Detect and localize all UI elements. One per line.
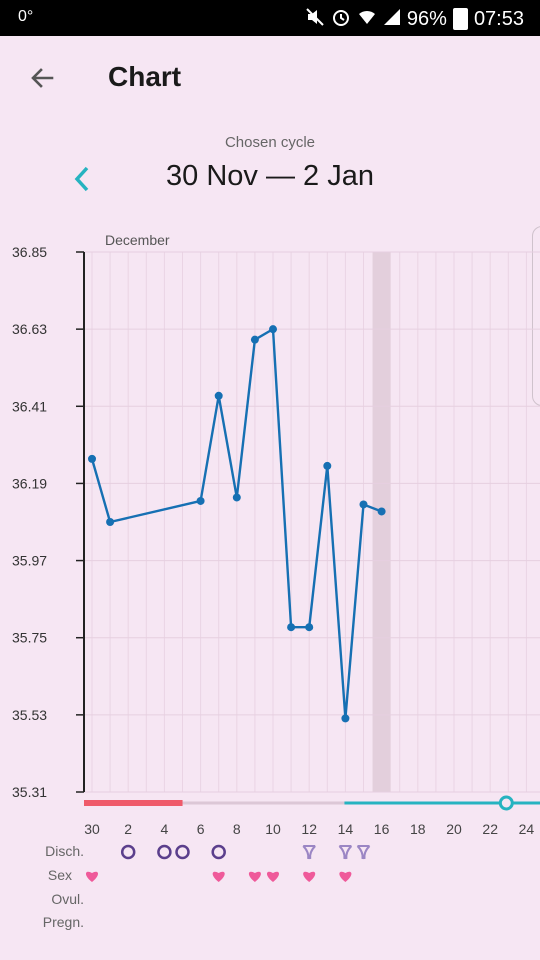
- y-tick-label: 35.53: [12, 707, 47, 723]
- discharge-icon: [211, 844, 226, 860]
- chevron-left-icon[interactable]: [66, 160, 98, 198]
- y-tick-label: 35.31: [12, 784, 47, 800]
- highlight-column: [372, 252, 391, 792]
- battery-icon: [452, 8, 468, 30]
- temperature-point: [196, 496, 205, 505]
- heart-icon: [248, 871, 261, 882]
- heart-icon: [85, 871, 99, 882]
- cycle-label: Chosen cycle: [224, 134, 316, 151]
- ovulation-row-label: Ovul.: [51, 891, 84, 907]
- temperature-point: [250, 335, 259, 344]
- status-bar: 0° 96% 07:53: [0, 0, 540, 36]
- light-discharge-icon: [302, 845, 316, 860]
- y-tick-label: 36.19: [12, 475, 47, 491]
- temperature-point: [305, 623, 314, 632]
- back-arrow-icon[interactable]: [22, 58, 62, 98]
- x-tick-label: 14: [338, 821, 354, 837]
- month-label: December: [105, 232, 170, 248]
- x-tick-label: 18: [410, 821, 426, 837]
- alarm-icon: [331, 7, 351, 31]
- temperature-point: [323, 461, 332, 470]
- discharge-icon: [157, 844, 172, 860]
- page-title: Chart: [108, 61, 182, 92]
- heart-icon: [303, 871, 316, 882]
- x-tick-label: 30: [84, 821, 100, 837]
- light-discharge-icon: [356, 845, 371, 860]
- x-tick-label: 6: [197, 821, 205, 837]
- x-tick-label: 22: [482, 821, 498, 837]
- status-icons: 96% 07:53: [305, 7, 524, 31]
- y-tick-label: 36.41: [12, 398, 47, 414]
- pregnancy-row-label: Pregn.: [42, 914, 84, 930]
- mute-icon: [305, 7, 325, 31]
- x-tick-label: 20: [446, 821, 462, 837]
- y-tick-label: 35.97: [12, 553, 47, 569]
- light-discharge-icon: [338, 845, 353, 860]
- temperature-point: [106, 518, 115, 526]
- x-tick-label: 2: [124, 821, 132, 837]
- temperature-point: [214, 391, 223, 400]
- discharge-icon: [120, 844, 136, 860]
- app-bar: Chart: [0, 36, 540, 122]
- discharge-row-label: Disch.: [45, 843, 84, 859]
- heart-icon: [266, 871, 280, 882]
- x-tick-label: 16: [374, 821, 390, 837]
- heart-icon: [339, 871, 352, 882]
- cycle-range: 30 Nov — 2 Jan: [166, 160, 374, 192]
- status-temp: 0°: [18, 8, 34, 25]
- temperature-point: [359, 500, 368, 509]
- x-tick-label: 8: [233, 821, 241, 837]
- status-time: 07:53: [473, 7, 524, 30]
- signal-icon: [383, 8, 401, 30]
- temperature-point: [341, 714, 350, 723]
- x-tick-label: 4: [161, 821, 169, 837]
- temperature-point: [269, 325, 277, 334]
- x-tick-label: 10: [265, 821, 281, 837]
- temperature-point: [287, 623, 296, 632]
- wifi-icon: [357, 7, 377, 31]
- discharge-icon: [175, 844, 190, 860]
- battery-percent: 96%: [406, 7, 447, 30]
- heart-icon: [212, 871, 225, 882]
- y-tick-label: 35.75: [12, 630, 47, 646]
- temperature-point: [232, 493, 241, 502]
- ovulation-marker: [498, 795, 514, 811]
- sex-row-label: Sex: [47, 867, 72, 883]
- x-tick-label: 12: [301, 821, 317, 837]
- temperature-point: [377, 507, 386, 516]
- y-tick-label: 36.63: [12, 321, 47, 337]
- temperature-point: [88, 454, 96, 463]
- x-tick-label: 24: [519, 821, 535, 837]
- y-tick-label: 36.85: [12, 244, 47, 260]
